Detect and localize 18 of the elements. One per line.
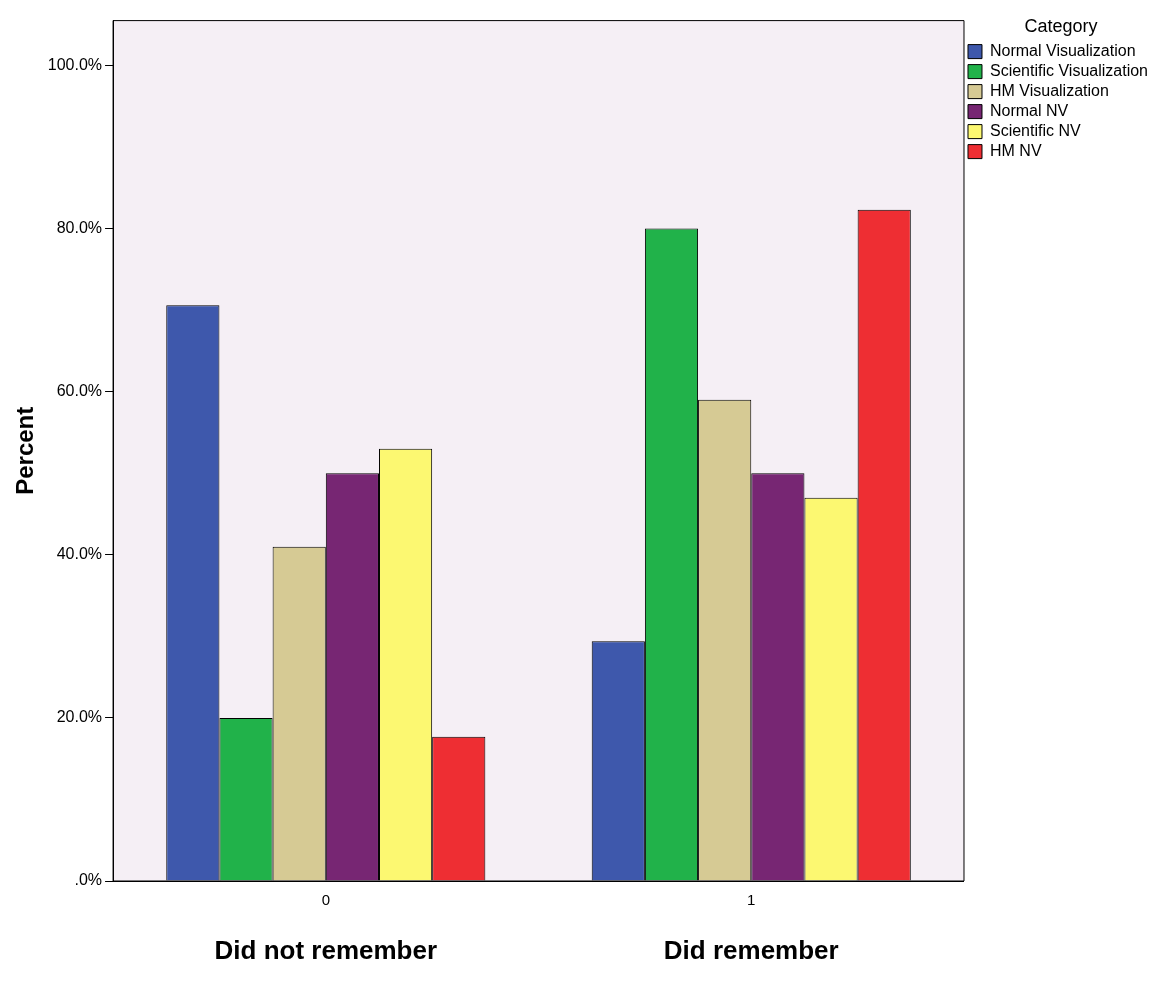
y-tick-label: 40.0% bbox=[56, 545, 103, 563]
legend-label: Normal NV bbox=[989, 102, 1069, 120]
legend-label: HM NV bbox=[989, 142, 1042, 160]
y-axis-title: Percent bbox=[11, 406, 39, 495]
y-tick-label: 60.0% bbox=[56, 382, 103, 400]
y-tick-label: .0% bbox=[74, 871, 103, 889]
legend-label: Normal Visualization bbox=[989, 42, 1136, 60]
x-tick-label: 0 bbox=[321, 891, 330, 909]
y-tick-label: 80.0% bbox=[56, 218, 103, 236]
x-tick-label: 1 bbox=[747, 891, 756, 909]
legend-label: HM Visualization bbox=[989, 82, 1109, 100]
y-tick-label: 100.0% bbox=[47, 55, 103, 73]
y-tick-label: 20.0% bbox=[56, 708, 103, 726]
legend-label: Scientific NV bbox=[989, 122, 1082, 140]
legend-title: Category bbox=[1024, 15, 1098, 36]
text: Did remember bbox=[663, 935, 839, 966]
legend-label: Scientific Visualization bbox=[989, 62, 1149, 80]
text: Did not remember bbox=[214, 935, 438, 966]
